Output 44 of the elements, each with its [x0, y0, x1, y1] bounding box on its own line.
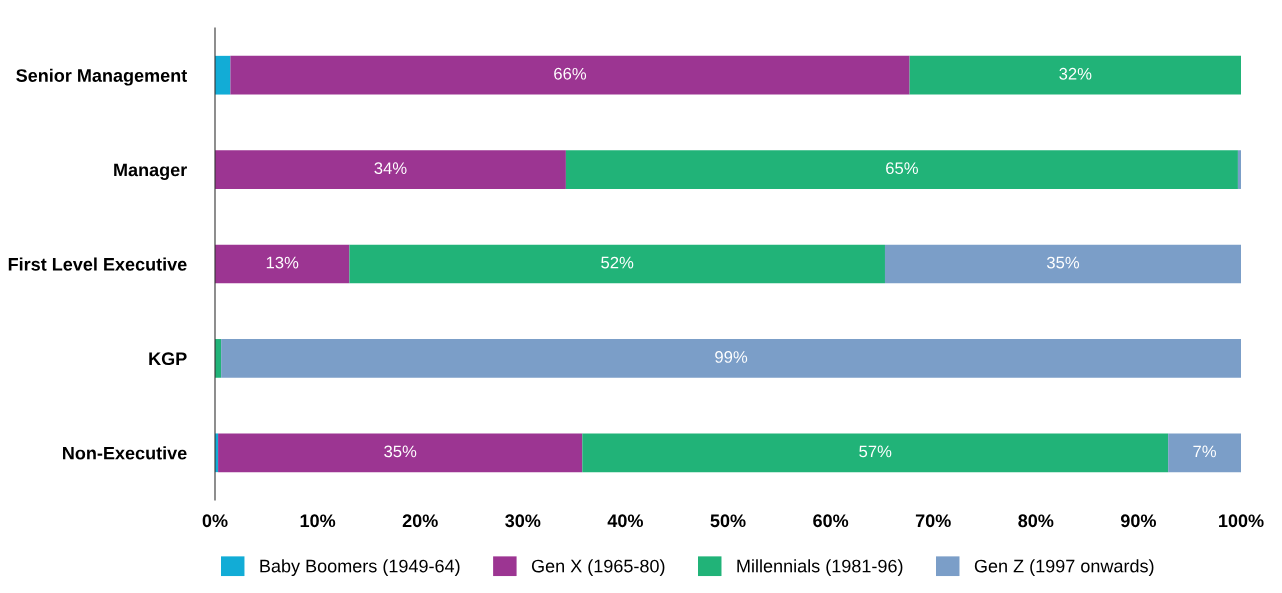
x-tick-label: 20% [402, 514, 438, 528]
bar [909, 55, 1241, 95]
x-tick-label: 10% [300, 514, 336, 528]
y-tick-label: KGP [149, 352, 187, 366]
data-label: 34% [374, 162, 407, 175]
legend-label: Millennials (1981-96) [737, 559, 903, 576]
bar [215, 55, 231, 95]
y-tick-label: First Level Executive [8, 257, 187, 271]
x-tick-label: 100% [1219, 514, 1264, 528]
x-tick-label: 40% [607, 514, 643, 528]
legend-label: Gen Z (1997 onwards) [974, 559, 1154, 576]
bar [565, 150, 1238, 189]
data-label: 35% [1046, 256, 1080, 269]
bar [230, 55, 910, 95]
bar [1168, 433, 1241, 473]
data-label: 99% [715, 351, 748, 363]
x-tick-label: 50% [710, 514, 746, 528]
x-tick-label: 60% [813, 514, 849, 528]
bar [884, 244, 1241, 284]
y-tick-label: Manager [114, 163, 187, 180]
data-label: 65% [886, 162, 918, 175]
data-label: 7% [1193, 445, 1217, 458]
data-label: 66% [554, 67, 587, 80]
bar [215, 150, 566, 189]
legend-label: Gen X (1965-80) [531, 559, 665, 576]
legend-label: Baby Boomers (1949-64) [260, 559, 460, 577]
x-tick-label: 90% [1120, 514, 1156, 528]
bar [349, 244, 885, 284]
bar [221, 339, 1241, 378]
data-label: 57% [859, 445, 892, 458]
x-tick-label: 0% [202, 514, 228, 528]
x-tick-label: 80% [1018, 514, 1054, 528]
bar [218, 433, 583, 473]
data-label: 52% [601, 256, 634, 269]
data-label: 35% [384, 445, 417, 458]
y-tick-label: Non-Executive [63, 446, 187, 460]
x-tick-label: 30% [505, 514, 541, 528]
data-label: 13% [266, 256, 299, 269]
bar [1237, 150, 1241, 189]
bar [582, 433, 1169, 473]
x-tick-label: 70% [915, 514, 951, 528]
bar [215, 244, 350, 284]
data-label: 32% [1059, 67, 1092, 80]
y-tick-label: Senior Management [16, 68, 188, 86]
